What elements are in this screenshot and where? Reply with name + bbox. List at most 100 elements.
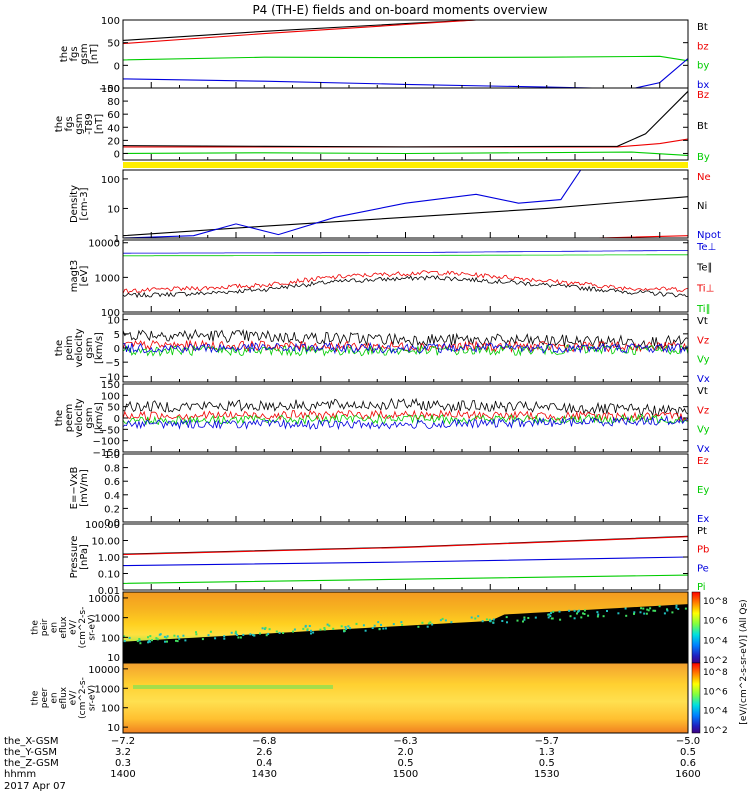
spectrogram-speckle xyxy=(573,609,576,612)
legend-entry-Bz: Bz xyxy=(697,90,709,101)
time-tick-label: 1400 xyxy=(110,769,135,780)
colorbar-strip xyxy=(691,662,701,734)
y-tick-label: 1.00 xyxy=(98,553,120,564)
spectrogram-speckle xyxy=(349,627,351,630)
spectrogram-speckle xyxy=(384,627,387,630)
spectrogram-speckle xyxy=(582,612,584,615)
spectrogram-speckle xyxy=(239,636,242,639)
y-tick-label: 0.01 xyxy=(98,586,120,597)
spectrogram-speckle xyxy=(195,631,197,634)
spectrogram-speckle xyxy=(587,614,590,617)
panel-frame xyxy=(122,19,689,89)
time-tick-label: 0.4 xyxy=(256,758,272,769)
y-axis-label-line: gsm xyxy=(74,113,85,134)
y-axis-label-line: en xyxy=(50,622,60,633)
spectrogram-speckle xyxy=(401,623,404,626)
time-tick-label: 2.6 xyxy=(256,747,272,758)
spectrogram-speckle xyxy=(639,611,642,614)
spectrogram-speckle xyxy=(138,639,141,642)
spectrogram-speckle xyxy=(523,618,526,621)
spectrogram-speckle xyxy=(310,629,312,632)
y-tick-label: 80 xyxy=(107,97,120,108)
spectrogram-speckle xyxy=(223,637,226,640)
spectrogram-speckle xyxy=(392,623,395,626)
y-axis-label-line: gsm xyxy=(84,337,95,358)
spectrogram-speckle xyxy=(646,608,649,611)
legend-entry-Ez: Ez xyxy=(697,456,709,467)
date-label: 2017 Apr 07 xyxy=(4,781,66,792)
spectrogram-speckle xyxy=(568,609,571,612)
legend-entry-Vy: Vy xyxy=(697,425,710,436)
spectrogram-speckle xyxy=(380,623,382,626)
spectrogram-speckle xyxy=(328,624,331,627)
spectrogram-speckle xyxy=(344,626,347,628)
spectrogram-speckle xyxy=(675,606,678,609)
spectrogram-speckle xyxy=(534,616,537,619)
spectrogram-speckle xyxy=(559,618,562,621)
y-axis-label: Density [cm-3] xyxy=(69,185,90,223)
spectrogram-speckle xyxy=(275,630,278,633)
spectrogram-speckle xyxy=(439,619,442,622)
spectrogram-speckle xyxy=(617,612,620,615)
spectrogram-speckle xyxy=(326,623,329,626)
spectrogram-speckle xyxy=(128,636,131,639)
spectrogram-speckle xyxy=(347,625,350,628)
spectrogram-speckle xyxy=(400,621,403,624)
y-axis-label-line: velocity xyxy=(74,398,85,437)
spectrogram-speckle xyxy=(642,607,645,610)
spectrogram-speckle xyxy=(371,627,374,629)
spectrogram-speckle xyxy=(302,627,305,630)
spectrogram-speckle xyxy=(649,607,652,610)
y-tick-label: 150 xyxy=(101,380,120,391)
y-tick-label: 0.8 xyxy=(104,464,120,475)
y-tick-label: 0 xyxy=(114,414,120,425)
spectrogram-speckle xyxy=(624,607,627,610)
y-axis-label-line: eflux xyxy=(59,686,69,709)
y-tick-label: 60 xyxy=(107,110,120,121)
spectrogram-speckle xyxy=(429,621,432,624)
spectrogram-speckle xyxy=(547,613,550,616)
y-axis-label: E=−VxB [mV/m] xyxy=(69,467,90,510)
series-line-Ti xyxy=(123,254,688,257)
spectrogram-speckle xyxy=(654,609,657,612)
y-tick-label: 10 xyxy=(107,653,120,664)
y-axis-label: the peer en eflux eV/(cm^2-s-sr-eV) xyxy=(31,677,98,719)
spectrogram-speckle xyxy=(427,622,430,625)
panel-pressure: 100.00 10.00 1.00 0.10 0.01 Pressure [nPa] Pt Pb… xyxy=(69,520,709,597)
spectrogram-speckle xyxy=(470,616,473,619)
spectrogram-speckle xyxy=(355,622,358,625)
spectrogram-speckle xyxy=(123,635,126,638)
panel-e-field: 1.0 0.8 0.6 0.4 0.2 0.0 E=−VxB [mV/m] Ez Ey Ex xyxy=(69,450,709,529)
y-tick-label: 20 xyxy=(107,136,120,147)
legend-entry-Vx: Vx xyxy=(697,444,710,455)
spectrogram-field xyxy=(123,663,688,733)
legend-entry-Ex: Ex xyxy=(697,514,709,525)
spectrogram-speckle xyxy=(550,612,552,615)
legend-entry-Vz: Vz xyxy=(697,335,709,346)
spectrogram-speckle xyxy=(151,639,153,642)
y-tick-label: 10000 xyxy=(88,665,120,676)
spectrogram-speckle xyxy=(558,610,561,613)
y-axis-label-line: the xyxy=(59,46,70,62)
spectrogram-speckle xyxy=(377,621,380,624)
spectrogram-speckle xyxy=(364,629,367,632)
y-axis-label-line: the xyxy=(31,690,41,705)
time-tick-label: −5.0 xyxy=(676,736,700,747)
legend-entry-Bt: Bt xyxy=(697,121,708,132)
spectrogram-speckle xyxy=(477,615,480,618)
series-line-By xyxy=(123,151,688,156)
y-axis-label-line: Density xyxy=(69,185,80,223)
y-tick-label: 10 xyxy=(107,204,120,215)
colorbar-strip xyxy=(691,591,701,664)
legend-entry-Vy: Vy xyxy=(697,355,710,366)
axis-row-label: the_Y-GSM xyxy=(4,747,57,758)
series-line-Ti xyxy=(123,270,688,294)
spectrogram-speckle xyxy=(223,635,226,638)
spectrogram-speckle xyxy=(345,628,348,630)
spectrogram-speckle xyxy=(178,637,181,640)
spectrogram-speckle xyxy=(155,637,158,640)
spectrogram-speckle xyxy=(576,612,578,615)
legend-entry-Te: Te⊥ xyxy=(696,242,716,253)
spectrogram-speckle xyxy=(175,639,177,642)
